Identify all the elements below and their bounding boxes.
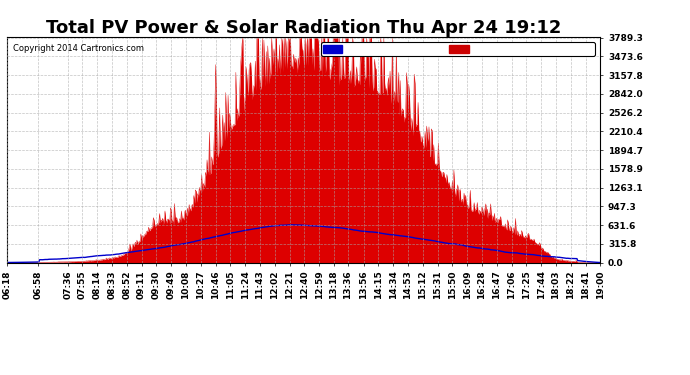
Text: Copyright 2014 Cartronics.com: Copyright 2014 Cartronics.com [13, 44, 144, 53]
Title: Total PV Power & Solar Radiation Thu Apr 24 19:12: Total PV Power & Solar Radiation Thu Apr… [46, 20, 561, 38]
Legend: Radiation (w/m2), PV Panels (DC Watts): Radiation (w/m2), PV Panels (DC Watts) [321, 42, 595, 56]
